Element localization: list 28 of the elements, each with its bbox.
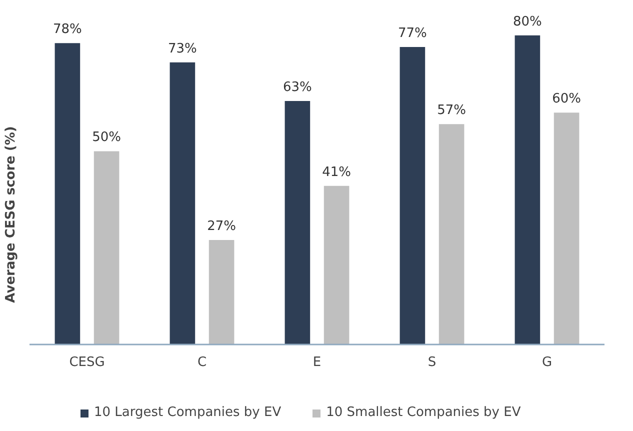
data-label: 50% bbox=[92, 130, 122, 146]
bar bbox=[94, 151, 120, 344]
x-tick-label: S bbox=[428, 355, 436, 370]
bar bbox=[170, 62, 196, 344]
legend-label: 10 Smallest Companies by EV bbox=[326, 405, 521, 420]
data-label: 78% bbox=[53, 22, 82, 38]
bar bbox=[284, 101, 310, 344]
data-label: 60% bbox=[552, 92, 582, 107]
bar bbox=[438, 124, 464, 344]
bar bbox=[400, 46, 426, 344]
x-tick-label: E bbox=[312, 355, 322, 370]
data-label: 57% bbox=[437, 103, 466, 118]
bar bbox=[324, 186, 350, 344]
data-label: 77% bbox=[398, 26, 427, 41]
x-tick-label: G bbox=[542, 355, 552, 370]
data-label: 27% bbox=[207, 218, 236, 234]
x-tick-label: C bbox=[197, 355, 207, 370]
bar bbox=[54, 43, 80, 344]
y-axis-title: Average CESG score (%) bbox=[4, 126, 18, 303]
bar bbox=[514, 35, 540, 344]
data-label: 73% bbox=[168, 41, 197, 56]
bar bbox=[208, 240, 234, 344]
data-label: 63% bbox=[283, 80, 312, 96]
data-label: 80% bbox=[513, 14, 542, 30]
data-label: 41% bbox=[322, 164, 352, 180]
x-tick-label: CESG bbox=[69, 355, 105, 370]
legend-label: 10 Largest Companies by EV bbox=[94, 405, 282, 420]
bar bbox=[554, 112, 580, 344]
